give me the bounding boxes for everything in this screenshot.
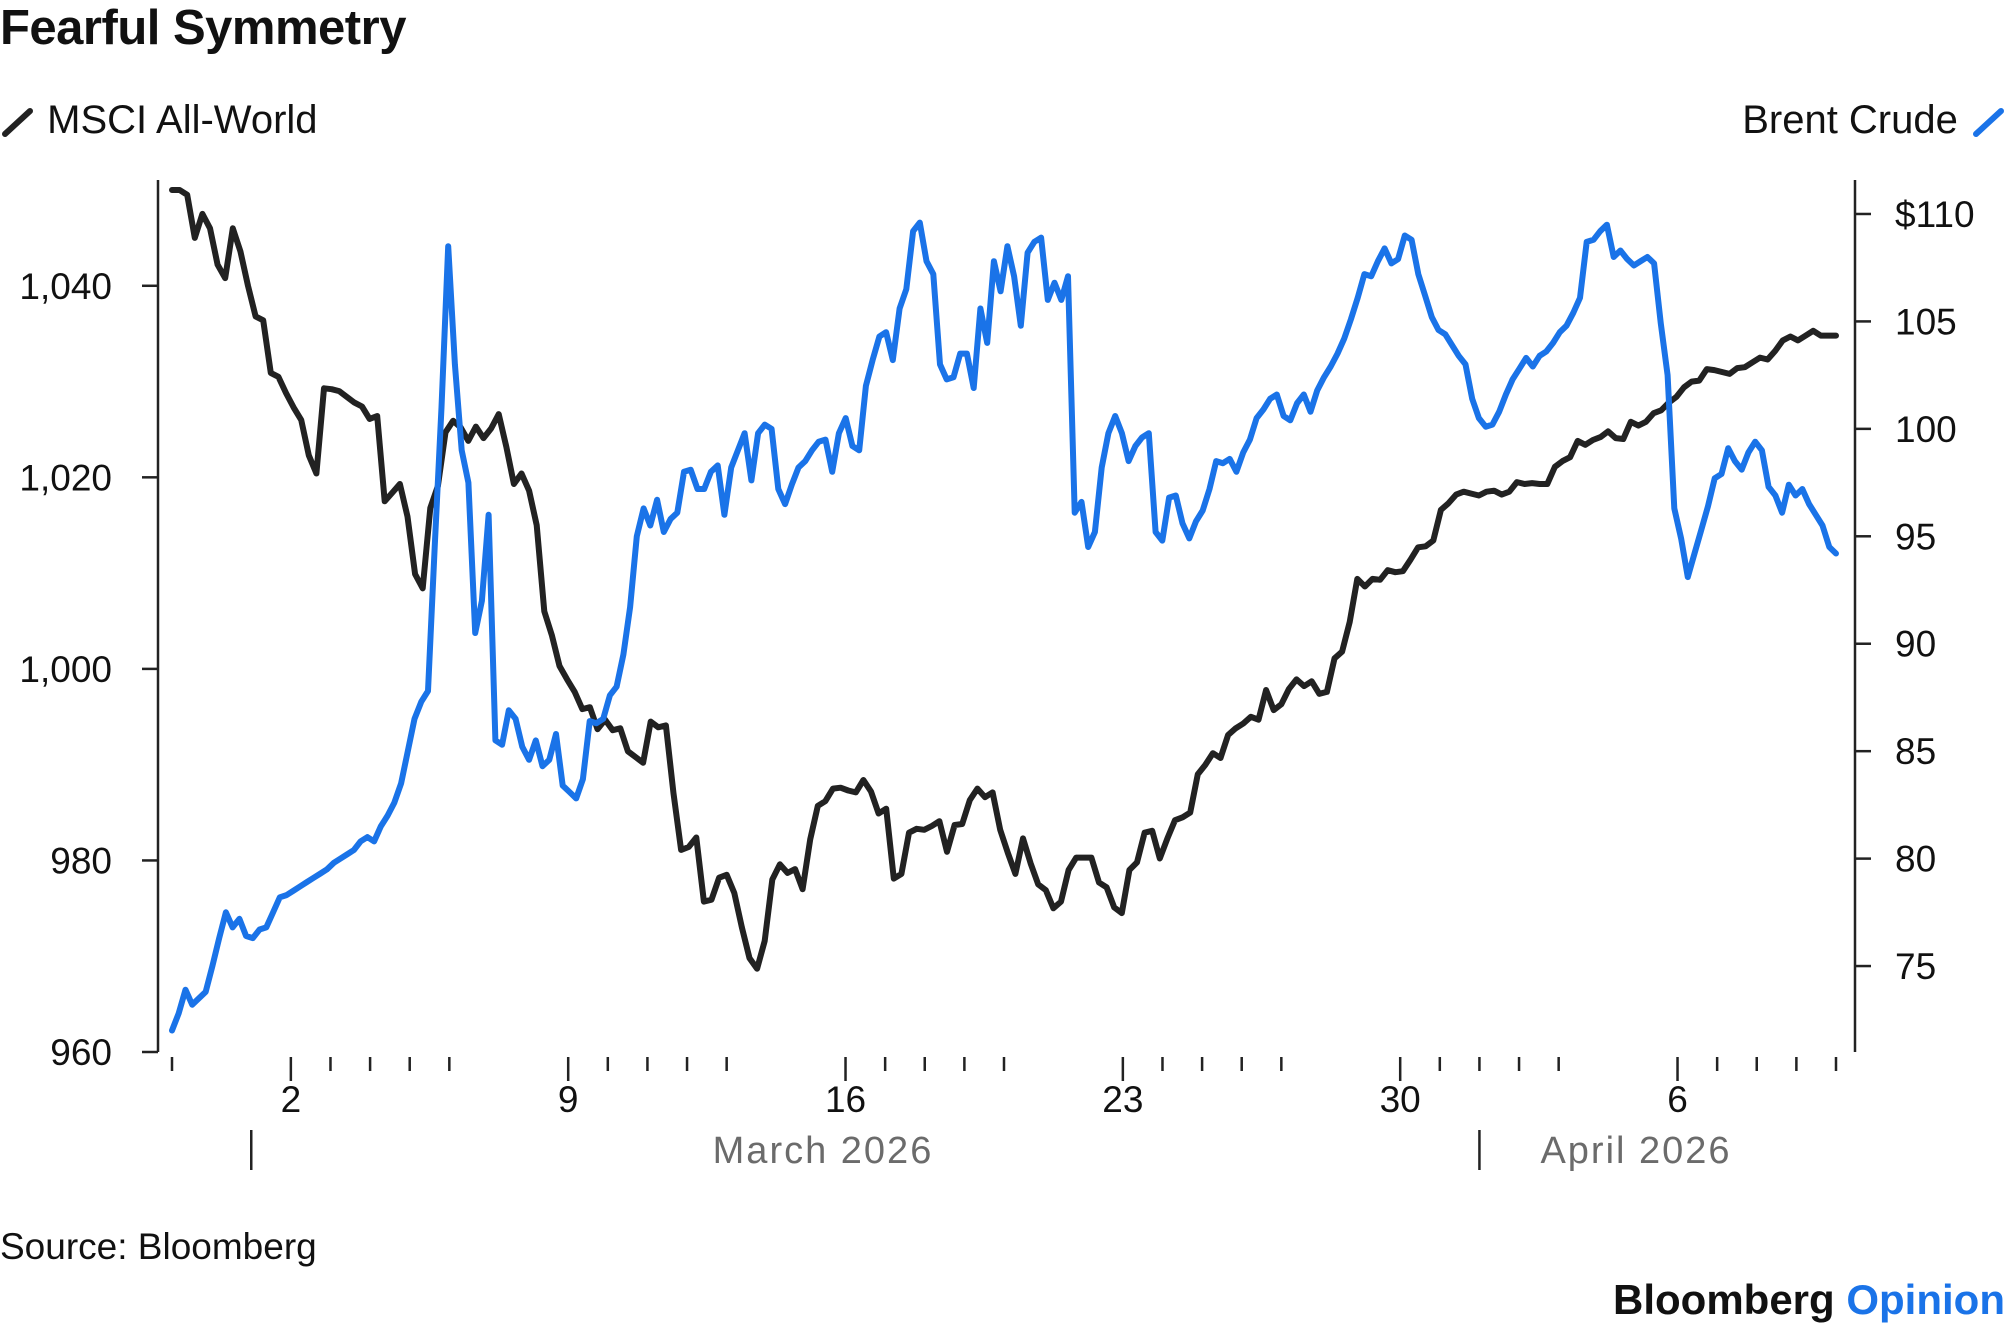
right-axis-tick-label: $110: [1895, 194, 1975, 235]
brand-suffix: Opinion: [1846, 1276, 2005, 1323]
x-axis-tick-label: 2: [281, 1079, 302, 1120]
legend-label-brent: Brent Crude: [1742, 98, 1958, 142]
left-axis-tick-label: 1,020: [19, 457, 112, 498]
x-axis-tick-label: 16: [825, 1079, 866, 1120]
source-note: Source: Bloomberg: [0, 1226, 317, 1267]
chart-title: Fearful Symmetry: [0, 1, 406, 55]
right-axis-tick-label: 105: [1895, 301, 1957, 342]
series-lines: [169, 187, 1839, 1034]
line-icon: [2, 108, 33, 138]
right-axis-tick-label: 75: [1895, 946, 1936, 987]
x-axis-tick-label: 6: [1667, 1079, 1688, 1120]
legend-brent: Brent Crude: [1742, 98, 2005, 143]
right-axis-tick-label: 95: [1895, 516, 1936, 557]
msci-series-line: [169, 187, 1839, 972]
left-axis-tick-label: 960: [50, 1032, 112, 1073]
right-axis-tick-label: 90: [1895, 624, 1936, 665]
axes: 960 980 1,000 1,020 1,040 75 80 85 90 95 100 105 $11…: [19, 180, 1975, 1172]
legend-msci: MSCI All-World: [0, 98, 318, 143]
month-label: March 2026: [713, 1130, 934, 1172]
line-icon: [1973, 108, 2004, 138]
left-axis-tick-label: 980: [50, 840, 112, 881]
brand-logo: Bloomberg Opinion: [1613, 1276, 2005, 1324]
right-axis-tick-label: 80: [1895, 839, 1936, 880]
right-axis-tick-label: 85: [1895, 731, 1936, 772]
x-axis-tick-label: 30: [1380, 1079, 1421, 1120]
brent-series-line: [169, 219, 1839, 1034]
x-axis-tick-label: 23: [1102, 1079, 1143, 1120]
x-axis-tick-label: 9: [558, 1079, 579, 1120]
left-axis-tick-label: 1,040: [19, 266, 112, 307]
left-axis-tick-label: 1,000: [19, 649, 112, 690]
right-axis-tick-label: 100: [1895, 409, 1957, 450]
legend-label-msci: MSCI All-World: [47, 98, 318, 142]
month-label: April 2026: [1540, 1130, 1731, 1172]
brand-name: Bloomberg: [1613, 1276, 1835, 1323]
